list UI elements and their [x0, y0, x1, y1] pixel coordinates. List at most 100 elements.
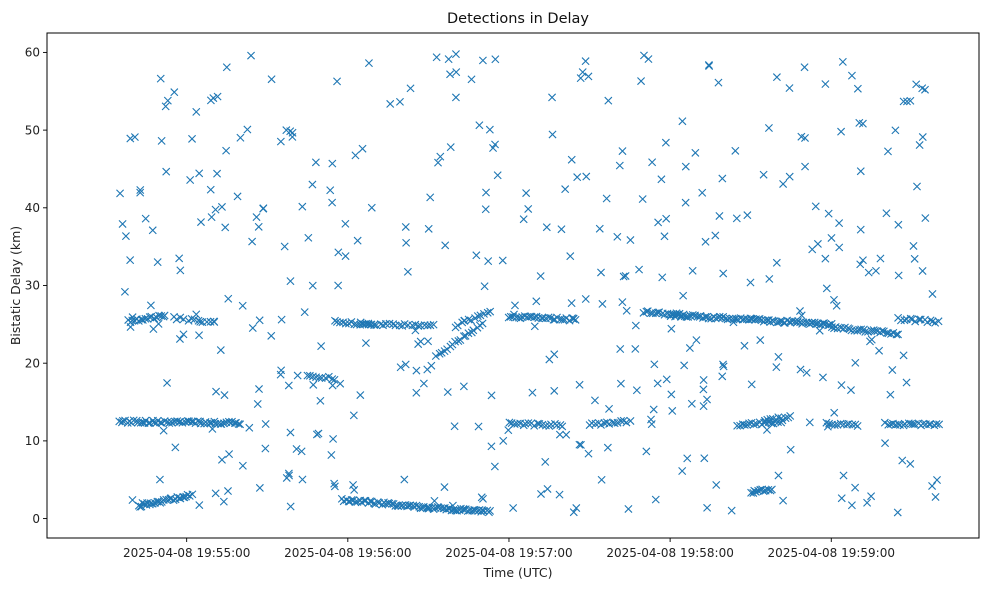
detection-point — [715, 312, 724, 321]
detection-point — [213, 169, 222, 178]
detection-point — [704, 314, 713, 323]
detection-point — [126, 134, 135, 143]
detection-point — [247, 51, 256, 60]
detection-point — [635, 265, 644, 274]
detection-point — [173, 417, 182, 426]
detection-point — [519, 215, 528, 224]
detection-point — [411, 326, 420, 335]
detection-point — [811, 202, 820, 211]
detection-point — [188, 490, 197, 499]
detection-point — [467, 75, 476, 84]
y-axis-ticks: 0 10 20 30 40 50 60 — [25, 46, 47, 526]
detection-point — [662, 375, 671, 384]
detection-point — [931, 492, 940, 501]
detection-point — [398, 501, 407, 510]
detection-point — [238, 301, 247, 310]
detection-point — [148, 499, 157, 508]
detection-point — [481, 205, 490, 214]
detection-point — [765, 274, 774, 283]
detection-point — [327, 451, 336, 460]
detection-point — [248, 237, 257, 246]
detection-point — [524, 204, 533, 213]
detection-point — [284, 381, 293, 390]
detection-point — [172, 315, 181, 324]
detection-point — [555, 430, 564, 439]
y-tick-label: 20 — [25, 356, 40, 370]
detection-point — [857, 325, 866, 334]
detection-point — [532, 297, 541, 306]
detection-point — [830, 421, 839, 429]
detection-point — [700, 454, 709, 463]
y-tick-label: 30 — [25, 279, 40, 293]
detection-point — [478, 494, 487, 503]
detection-point — [157, 136, 166, 145]
detection-point — [209, 94, 218, 103]
detection-point — [483, 308, 492, 317]
detection-point — [797, 132, 806, 141]
detection-point — [386, 99, 395, 108]
x-axis-ticks: 2025-04-08 19:55:00 2025-04-08 19:56:00 20… — [123, 538, 895, 560]
detection-point — [444, 55, 453, 64]
detection-point — [192, 107, 201, 116]
detection-point — [658, 273, 667, 282]
detection-point — [650, 360, 659, 369]
detection-point — [761, 316, 770, 325]
detection-point — [557, 225, 566, 234]
detection-point — [161, 102, 170, 111]
detection-point — [575, 380, 584, 389]
detection-point — [892, 330, 901, 339]
detection-point — [179, 330, 188, 339]
detection-point — [888, 366, 897, 374]
detection-point — [681, 162, 690, 171]
detection-point — [899, 97, 908, 106]
detection-point — [280, 242, 289, 251]
detection-point — [401, 360, 410, 369]
detection-point — [827, 233, 836, 242]
detection-point — [440, 483, 449, 492]
detection-point — [486, 307, 495, 316]
detection-point — [566, 252, 575, 261]
detection-point — [626, 236, 635, 245]
detection-point — [642, 307, 651, 316]
detection-point — [711, 231, 720, 240]
detection-point — [276, 137, 285, 146]
detection-point — [514, 313, 523, 322]
detection-point — [333, 77, 342, 86]
detection-point — [576, 440, 585, 449]
detection-point — [671, 310, 680, 319]
detection-point — [756, 336, 765, 345]
detection-point — [567, 155, 576, 164]
detection-point — [331, 316, 339, 325]
detection-point — [545, 355, 554, 364]
detection-point — [678, 467, 687, 476]
detection-point — [858, 119, 867, 128]
detection-point — [662, 214, 671, 223]
detection-point — [219, 419, 228, 428]
detection-point — [236, 420, 245, 429]
detection-point — [638, 195, 647, 204]
detection-point — [644, 55, 653, 64]
detection-point — [567, 299, 576, 308]
detection-point — [431, 352, 440, 361]
detection-point — [918, 266, 927, 275]
detection-point — [480, 282, 489, 291]
detection-point — [381, 319, 390, 328]
detection-point — [881, 439, 890, 448]
detection-point — [740, 341, 749, 350]
detection-point — [267, 331, 276, 340]
detection-point — [746, 278, 755, 287]
detection-point — [684, 312, 693, 321]
detection-point — [571, 315, 580, 324]
detection-point — [632, 386, 641, 395]
detection-point — [749, 488, 758, 497]
detection-point — [561, 185, 570, 194]
detection-point — [751, 487, 760, 496]
detection-point — [785, 172, 794, 181]
detection-point — [719, 360, 728, 369]
detection-point — [631, 344, 640, 353]
detection-point — [835, 219, 844, 228]
detection-point — [912, 80, 921, 89]
detection-point — [864, 268, 873, 277]
detection-point — [654, 218, 663, 227]
detection-point — [451, 337, 460, 346]
